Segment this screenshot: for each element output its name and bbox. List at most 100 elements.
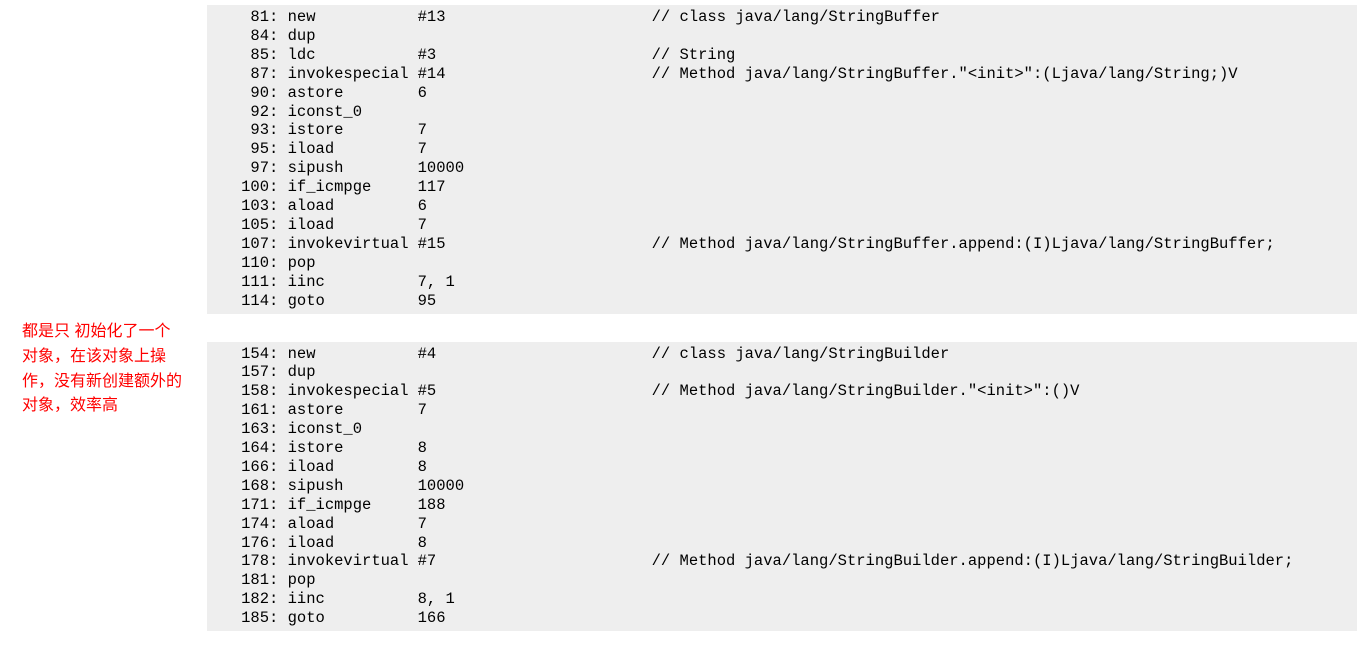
bytecode-operand: #5 <box>418 382 652 401</box>
bytecode-instruction: pop <box>288 571 418 590</box>
colon: : <box>269 571 288 590</box>
bytecode-offset: 182 <box>217 590 269 609</box>
bytecode-operand: 166 <box>418 609 652 628</box>
bytecode-instruction: iload <box>288 216 418 235</box>
colon: : <box>269 496 288 515</box>
colon: : <box>269 458 288 477</box>
colon: : <box>269 235 288 254</box>
bytecode-instruction: iload <box>288 458 418 477</box>
bytecode-operand: 7, 1 <box>418 273 652 292</box>
colon: : <box>269 515 288 534</box>
bytecode-operand: #3 <box>418 46 652 65</box>
bytecode-instruction: invokespecial <box>288 65 418 84</box>
colon: : <box>269 254 288 273</box>
bytecode-instruction: iload <box>288 140 418 159</box>
bytecode-line: 178: invokevirtual#7// Method java/lang/… <box>217 552 1347 571</box>
bytecode-instruction: if_icmpge <box>288 178 418 197</box>
bytecode-offset: 166 <box>217 458 269 477</box>
bytecode-offset: 161 <box>217 401 269 420</box>
bytecode-offset: 176 <box>217 534 269 553</box>
bytecode-offset: 87 <box>217 65 269 84</box>
bytecode-offset: 92 <box>217 103 269 122</box>
bytecode-offset: 178 <box>217 552 269 571</box>
bytecode-line: 81: new#13// class java/lang/StringBuffe… <box>217 8 1347 27</box>
bytecode-instruction: invokespecial <box>288 382 418 401</box>
bytecode-instruction: aload <box>288 515 418 534</box>
bytecode-comment: // Method java/lang/StringBuffer."<init>… <box>652 65 1238 84</box>
bytecode-offset: 84 <box>217 27 269 46</box>
colon: : <box>269 46 288 65</box>
colon: : <box>269 140 288 159</box>
bytecode-operand: 6 <box>418 197 652 216</box>
colon: : <box>269 84 288 103</box>
bytecode-operand: 117 <box>418 178 652 197</box>
bytecode-offset: 85 <box>217 46 269 65</box>
colon: : <box>269 420 288 439</box>
bytecode-instruction: new <box>288 8 418 27</box>
bytecode-instruction: pop <box>288 254 418 273</box>
bytecode-line: 157: dup <box>217 363 1347 382</box>
bytecode-offset: 107 <box>217 235 269 254</box>
bytecode-line: 168: sipush10000 <box>217 477 1347 496</box>
bytecode-instruction: invokevirtual <box>288 552 418 571</box>
bytecode-operand: 7 <box>418 121 652 140</box>
bytecode-offset: 163 <box>217 420 269 439</box>
bytecode-operand: 188 <box>418 496 652 515</box>
bytecode-operand: #13 <box>418 8 652 27</box>
bytecode-offset: 158 <box>217 382 269 401</box>
bytecode-offset: 103 <box>217 197 269 216</box>
bytecode-instruction: new <box>288 345 418 364</box>
code-container: 81: new#13// class java/lang/StringBuffe… <box>207 5 1357 659</box>
bytecode-line: 110: pop <box>217 254 1347 273</box>
colon: : <box>269 609 288 628</box>
bytecode-instruction: iinc <box>288 590 418 609</box>
colon: : <box>269 590 288 609</box>
bytecode-instruction: dup <box>288 27 418 46</box>
bytecode-offset: 110 <box>217 254 269 273</box>
bytecode-instruction: ldc <box>288 46 418 65</box>
bytecode-offset: 97 <box>217 159 269 178</box>
bytecode-operand: 95 <box>418 292 652 311</box>
bytecode-offset: 105 <box>217 216 269 235</box>
bytecode-instruction: iconst_0 <box>288 420 418 439</box>
bytecode-line: 84: dup <box>217 27 1347 46</box>
bytecode-block-stringbuilder: 154: new#4// class java/lang/StringBuild… <box>207 342 1357 632</box>
bytecode-operand: 10000 <box>418 159 652 178</box>
bytecode-instruction: sipush <box>288 159 418 178</box>
bytecode-offset: 168 <box>217 477 269 496</box>
colon: : <box>269 27 288 46</box>
colon: : <box>269 439 288 458</box>
bytecode-instruction: goto <box>288 609 418 628</box>
bytecode-offset: 93 <box>217 121 269 140</box>
bytecode-instruction: aload <box>288 197 418 216</box>
bytecode-instruction: dup <box>288 363 418 382</box>
bytecode-line: 95: iload7 <box>217 140 1347 159</box>
bytecode-operand: 8 <box>418 458 652 477</box>
bytecode-line: 85: ldc#3// String <box>217 46 1347 65</box>
bytecode-offset: 154 <box>217 345 269 364</box>
bytecode-instruction: invokevirtual <box>288 235 418 254</box>
bytecode-operand: 7 <box>418 140 652 159</box>
bytecode-line: 166: iload8 <box>217 458 1347 477</box>
colon: : <box>269 216 288 235</box>
bytecode-comment: // Method java/lang/StringBuffer.append:… <box>652 235 1275 254</box>
bytecode-operand: 8, 1 <box>418 590 652 609</box>
bytecode-comment: // Method java/lang/StringBuilder.append… <box>652 552 1294 571</box>
colon: : <box>269 159 288 178</box>
colon: : <box>269 178 288 197</box>
colon: : <box>269 121 288 140</box>
bytecode-instruction: astore <box>288 401 418 420</box>
bytecode-instruction: goto <box>288 292 418 311</box>
bytecode-line: 171: if_icmpge188 <box>217 496 1347 515</box>
colon: : <box>269 534 288 553</box>
bytecode-instruction: if_icmpge <box>288 496 418 515</box>
bytecode-instruction: astore <box>288 84 418 103</box>
bytecode-offset: 157 <box>217 363 269 382</box>
bytecode-operand: #14 <box>418 65 652 84</box>
bytecode-line: 103: aload6 <box>217 197 1347 216</box>
bytecode-line: 114: goto95 <box>217 292 1347 311</box>
bytecode-offset: 95 <box>217 140 269 159</box>
bytecode-operand: 8 <box>418 534 652 553</box>
bytecode-comment: // Method java/lang/StringBuilder."<init… <box>652 382 1080 401</box>
bytecode-offset: 181 <box>217 571 269 590</box>
